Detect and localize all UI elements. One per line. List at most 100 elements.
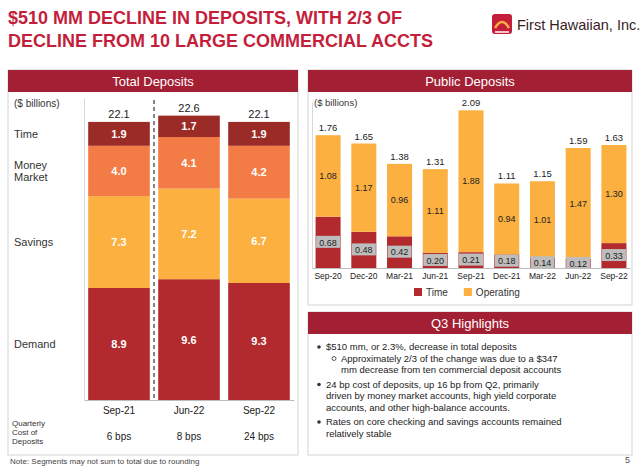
- x-tick: Sep-22: [600, 268, 628, 281]
- panel-header: [308, 312, 632, 334]
- total-label: 22.1: [248, 108, 269, 120]
- total-label: 22.1: [108, 108, 129, 120]
- total-label: 1.11: [498, 170, 516, 181]
- x-tick-label: Jun-21: [422, 271, 448, 281]
- data-label: 0.33: [605, 251, 623, 261]
- bars: [316, 110, 627, 268]
- x-tick: Jun-22: [565, 268, 591, 281]
- sub-bullet: [332, 357, 336, 361]
- slide-title: DECLINE FROM 10 LARGE COMMERCIAL ACCTS: [8, 31, 433, 51]
- row-label: Cost of: [12, 428, 38, 437]
- x-axis-line: [85, 400, 295, 401]
- legend-swatch: [464, 288, 472, 296]
- bar-segment: [228, 283, 290, 400]
- total-label: 1.38: [390, 151, 409, 162]
- bar-segment: [228, 122, 290, 146]
- data-label: 1.17: [355, 183, 373, 193]
- x-tick: Sep-20: [314, 268, 342, 281]
- data-label: 0.20: [427, 256, 445, 266]
- bar-segment: [387, 236, 412, 268]
- chart-subtitle: ($ billions): [14, 98, 60, 109]
- total-label: 1.59: [569, 135, 588, 146]
- highlight-text: Rates on core checking and savings accou…: [326, 416, 562, 427]
- bar-segment: [494, 183, 519, 254]
- x-axis-line: [313, 268, 631, 269]
- y-axis: [312, 103, 313, 269]
- bullet: [317, 345, 321, 349]
- legend-label-line: Money: [14, 159, 48, 171]
- bar-segment: [316, 135, 341, 216]
- highlight-text: Approximately 2/3 of the change was due …: [341, 353, 558, 364]
- total-label: 1.63: [605, 132, 624, 143]
- row-label: Quarterly: [12, 419, 45, 428]
- y-axis-line: [84, 99, 85, 401]
- bar-segment: [601, 243, 626, 268]
- data-label: 4.0: [111, 165, 126, 177]
- legend-label-line: Time: [14, 128, 38, 140]
- y-axis-line: [312, 103, 313, 269]
- bullet: [317, 420, 321, 424]
- bar-segment: [88, 122, 150, 146]
- legend-label: Demand: [14, 338, 56, 350]
- bar-segment: [228, 146, 290, 199]
- total-label: 2.09: [462, 97, 481, 108]
- total-label: 1.31: [426, 156, 445, 167]
- data-label: 9.6: [181, 334, 196, 346]
- bar-segment: [494, 254, 519, 268]
- x-tick: Jun-22: [174, 400, 205, 416]
- x-tick-label: Dec-21: [493, 271, 521, 281]
- x-tick-label: Sep-20: [314, 271, 342, 281]
- page-number: 5: [625, 455, 630, 465]
- data-label-box: [530, 256, 554, 268]
- data-label: 0.48: [355, 245, 373, 255]
- highlight-text: 24 bp cost of deposits, up 16 bp from Q2…: [326, 379, 539, 390]
- bar-segment: [601, 145, 626, 243]
- x-tick-label: Jun-22: [565, 271, 591, 281]
- data-label-box: [566, 257, 590, 269]
- bar-segment: [316, 217, 341, 268]
- bars: [88, 116, 290, 400]
- panel-frame: [8, 70, 298, 455]
- data-label: 1.7: [181, 120, 196, 132]
- data-label: 7.2: [181, 228, 196, 240]
- row-value: 6 bps: [107, 431, 131, 442]
- legend-label: Time: [14, 128, 38, 140]
- y-axis: [84, 99, 85, 401]
- data-label: 0.18: [498, 256, 516, 266]
- highlight-text: mm decrease from ten commercial deposit …: [341, 364, 561, 375]
- data-label: 1.30: [605, 189, 623, 199]
- x-tick-label: Sep-21: [103, 405, 136, 416]
- total-label: 22.6: [178, 102, 199, 114]
- legend-label: MoneyMarket: [14, 159, 48, 183]
- panel-frame: [308, 70, 632, 305]
- bar-segment: [158, 137, 220, 189]
- panel-title: Total Deposits: [112, 74, 194, 89]
- highlight-text: relatively stable: [326, 428, 391, 439]
- highlight-text: accounts, and other high-balance account…: [326, 402, 510, 413]
- x-tick-label: Jun-22: [174, 405, 205, 416]
- row-label: Deposits: [12, 437, 43, 446]
- divider: [153, 100, 154, 400]
- legend-label-line: Demand: [14, 338, 56, 350]
- bar-segment: [88, 288, 150, 400]
- panel-header: [8, 70, 298, 92]
- bar-segment: [88, 146, 150, 196]
- legend-label-line: Savings: [14, 236, 54, 248]
- legend-label: Time: [426, 287, 448, 298]
- x-axis: Sep-20Dec-20Mar-21Jun-21Sep-21Dec-21Mar-…: [313, 268, 631, 281]
- bar-segment: [158, 279, 220, 400]
- x-tick-label: Sep-22: [243, 405, 276, 416]
- bar-segment: [351, 144, 376, 232]
- data-label-box: [495, 255, 519, 267]
- data-label: 1.11: [427, 206, 444, 216]
- x-tick-label: Dec-20: [350, 271, 378, 281]
- data-label-box: [602, 249, 626, 261]
- legend-label-line: Market: [14, 171, 48, 183]
- slide: $510 MM DECLINE IN DEPOSITS, WITH 2/3 OF…: [0, 0, 640, 470]
- data-label-box: [459, 254, 483, 266]
- panel-frame: [308, 312, 632, 455]
- data-label: 9.3: [251, 335, 266, 347]
- x-tick: Dec-20: [350, 268, 378, 281]
- footnote: Note: Segments may not sum to total due …: [10, 457, 199, 466]
- data-label: 0.68: [319, 238, 337, 248]
